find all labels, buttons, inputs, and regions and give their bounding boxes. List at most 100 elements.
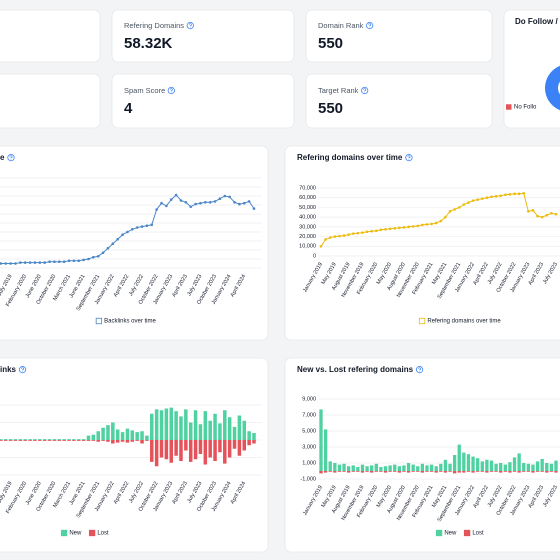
legend-swatch [418, 317, 426, 325]
info-icon [361, 86, 369, 95]
bar [462, 471, 466, 473]
pie-slice [545, 65, 560, 111]
bar [223, 440, 227, 464]
point [126, 230, 129, 234]
bar [323, 429, 328, 471]
bar [145, 440, 149, 441]
point [536, 214, 539, 218]
bar [485, 471, 489, 473]
point [62, 260, 66, 264]
point [87, 257, 90, 261]
bar [503, 464, 507, 471]
bar [130, 440, 135, 442]
legend-label: New [69, 531, 82, 537]
point [517, 192, 521, 196]
bar [237, 440, 242, 456]
bar [140, 440, 144, 444]
card [0, 9, 101, 63]
point [150, 223, 154, 227]
y-tick-label: -1,000 [300, 476, 316, 482]
bar [101, 427, 105, 440]
bar [323, 471, 328, 473]
bar [252, 440, 256, 444]
chart-title: e [0, 153, 5, 162]
legend-swatch [506, 104, 512, 110]
info-icon [405, 154, 413, 162]
bar [125, 428, 130, 440]
bar [232, 426, 237, 440]
bar [512, 457, 517, 471]
bar [164, 440, 169, 460]
bar [223, 410, 227, 440]
point [462, 203, 466, 206]
bar [150, 440, 154, 462]
point [208, 201, 212, 204]
bar [91, 440, 96, 441]
bar [198, 440, 203, 454]
bar [545, 471, 549, 473]
card [0, 73, 101, 129]
legend-label: No Follo [514, 105, 537, 111]
bar [328, 461, 332, 471]
bar [33, 440, 37, 441]
bar [342, 463, 346, 471]
bar [522, 471, 526, 472]
bar [8, 440, 13, 441]
line [320, 192, 557, 247]
bar [3, 439, 8, 440]
point [513, 192, 516, 196]
card [111, 9, 295, 63]
card [305, 9, 493, 63]
point [361, 231, 364, 234]
bar [81, 439, 86, 440]
point [43, 261, 46, 264]
y-tick-label: 1,000 [302, 460, 316, 466]
chart-card [0, 145, 269, 341]
bar [393, 471, 397, 472]
bar [154, 440, 159, 467]
bar [150, 413, 154, 440]
point [33, 261, 37, 264]
point [388, 227, 392, 231]
y-tick-label: 50,000 [299, 205, 316, 211]
point [48, 260, 51, 264]
point [365, 230, 369, 234]
bar [420, 463, 425, 471]
card [503, 9, 560, 129]
point [485, 196, 489, 200]
bar [0, 440, 3, 441]
bar [365, 471, 369, 472]
point [490, 195, 493, 199]
bar [13, 439, 18, 440]
bar [360, 471, 365, 473]
point [384, 227, 387, 231]
info-icon [415, 366, 424, 374]
bar [193, 410, 198, 440]
point [174, 193, 178, 197]
point [411, 225, 415, 228]
bar [351, 471, 355, 472]
bar [508, 462, 512, 471]
bar [115, 429, 120, 440]
point [111, 242, 115, 245]
bar [489, 471, 494, 472]
bar [33, 439, 37, 440]
bar [489, 460, 494, 471]
bar [81, 440, 86, 441]
point [242, 201, 246, 205]
bar [42, 439, 47, 440]
bar [346, 471, 351, 473]
bar [101, 440, 105, 441]
bar [457, 444, 461, 471]
bar [388, 465, 392, 471]
point [238, 202, 241, 206]
bar [169, 440, 173, 463]
chart-title: New vs. Lost refering domains [297, 365, 414, 374]
point [439, 219, 443, 223]
point [23, 261, 27, 264]
point [434, 221, 438, 225]
bar [28, 440, 32, 441]
bar [457, 471, 461, 473]
bar [86, 440, 91, 441]
card [305, 73, 493, 129]
